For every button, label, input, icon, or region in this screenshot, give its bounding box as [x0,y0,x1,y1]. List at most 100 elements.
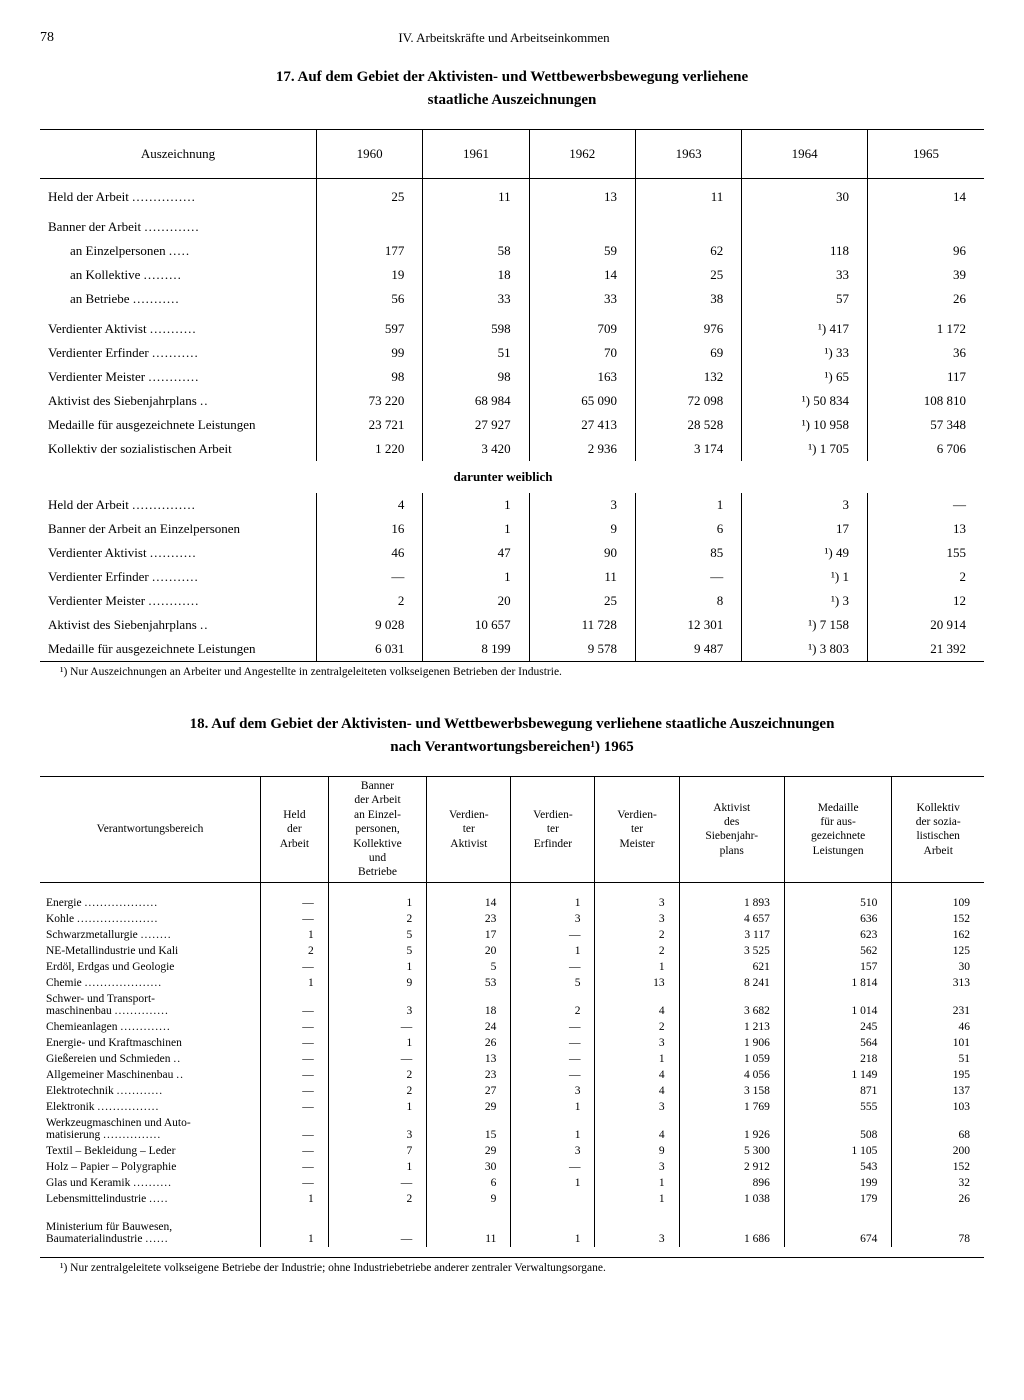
cell: 9 578 [529,637,635,662]
cell: — [261,1159,329,1175]
cell: ¹) 50 834 [742,389,868,413]
cell: 20 [427,943,511,959]
cell: 896 [679,1175,784,1191]
row-label: Energie ................... [40,882,261,911]
table-row: Erdöl, Erdgas und Geologie —15—162115730 [40,959,984,975]
cell: 2 [595,1019,679,1035]
cell: 18 [427,991,511,1019]
cell: 199 [784,1175,892,1191]
cell: 32 [892,1175,984,1191]
table-row: Elektrotechnik ............—227343 15887… [40,1083,984,1099]
cell: 4 657 [679,911,784,927]
table18-title-l1: 18. Auf dem Gebiet der Aktivisten- und W… [190,716,835,732]
cell: 15 [427,1115,511,1143]
cell: 62 [635,239,741,263]
cell: 152 [892,911,984,927]
cell: — [261,1175,329,1191]
cell: 1 105 [784,1143,892,1159]
cell: 78 [892,1207,984,1247]
row-label: Elektronik ................ [40,1099,261,1115]
cell: 3 117 [679,927,784,943]
table17-head: Auszeichnung196019611962196319641965 [40,130,984,179]
cell: 1 [511,1115,595,1143]
table-row: Lebensmittelindustrie .....12911 0381792… [40,1191,984,1207]
cell: 9 [595,1143,679,1159]
table-row: NE-Metallindustrie und Kali 2520123 5255… [40,943,984,959]
row-label: Ministerium für Bauwesen, Baumaterialind… [40,1207,261,1247]
row-label: Verdienter Erfinder ........... [40,341,317,365]
cell: — [261,1083,329,1099]
cell: 33 [742,263,868,287]
cell: — [261,911,329,927]
cell: 13 [427,1051,511,1067]
row-label: Medaille für ausgezeichnete Leistungen [40,413,317,437]
row-label: Verdienter Meister ............ [40,589,317,613]
row-label: Schwarzmetallurgie ........ [40,927,261,943]
cell: 11 728 [529,613,635,637]
cell: 8 199 [423,637,529,662]
cell: — [635,565,741,589]
table18-head: VerantwortungsbereichHeldderArbeitBanner… [40,777,984,883]
table-row: Holz – Papier – Polygraphie —130—32 9125… [40,1159,984,1175]
cell: 28 528 [635,413,741,437]
cell: 53 [427,975,511,991]
cell: 9 487 [635,637,741,662]
cell: 510 [784,882,892,911]
table17-col: 1964 [742,130,868,179]
cell: 1 [328,882,426,911]
table-row: Banner der Arbeit ............. [40,209,984,239]
table18-col: AktivistdesSiebenjahr-plans [679,777,784,883]
cell: 11 [427,1207,511,1247]
cell: 163 [529,365,635,389]
cell: 46 [317,541,423,565]
table18-col: HeldderArbeit [261,777,329,883]
cell: 51 [423,341,529,365]
cell [868,209,984,239]
row-label: Chemie .................... [40,975,261,991]
cell: 118 [742,239,868,263]
cell: 85 [635,541,741,565]
table-row: Schwer- und Transport- maschinenbau ....… [40,991,984,1019]
cell: 3 [328,1115,426,1143]
cell [423,209,529,239]
row-label: Glas und Keramik .......... [40,1175,261,1191]
table17-col: Auszeichnung [40,130,317,179]
row-label: Textil – Bekleidung – Leder [40,1143,261,1159]
table17-col: 1962 [529,130,635,179]
cell: 17 [742,517,868,541]
cell: 109 [892,882,984,911]
table-row: Ministerium für Bauwesen, Baumaterialind… [40,1207,984,1247]
cell: ¹) 1 [742,565,868,589]
cell: 1 [261,1207,329,1247]
table-row: Verdienter Erfinder ...........—111—¹) 1… [40,565,984,589]
cell: 5 [427,959,511,975]
table-row: Allgemeiner Maschinenbau ..—223—44 0561 … [40,1067,984,1083]
cell: 155 [868,541,984,565]
row-label: NE-Metallindustrie und Kali [40,943,261,959]
row-label: Gießereien und Schmieden .. [40,1051,261,1067]
cell: 562 [784,943,892,959]
cell: 25 [317,179,423,210]
cell: 2 [868,565,984,589]
cell: 4 [317,493,423,517]
cell: 1 014 [784,991,892,1019]
cell: ¹) 3 803 [742,637,868,662]
cell: 2 936 [529,437,635,461]
cell: 2 [328,1191,426,1207]
cell: 152 [892,1159,984,1175]
cell: 39 [868,263,984,287]
cell: 179 [784,1191,892,1207]
cell: 4 056 [679,1067,784,1083]
table-row: an Betriebe ...........563333385726 [40,287,984,311]
cell: 132 [635,365,741,389]
cell: 1 [511,1175,595,1191]
cell: 73 220 [317,389,423,413]
cell: — [511,1019,595,1035]
cell: 23 [427,911,511,927]
cell: 3 [511,1083,595,1099]
cell: 2 [328,1083,426,1099]
table18-title: 18. Auf dem Gebiet der Aktivisten- und W… [40,713,984,758]
table-row: Energie- und Kraftmaschinen —126—31 9065… [40,1035,984,1051]
cell: 5 300 [679,1143,784,1159]
cell: 1 [423,493,529,517]
